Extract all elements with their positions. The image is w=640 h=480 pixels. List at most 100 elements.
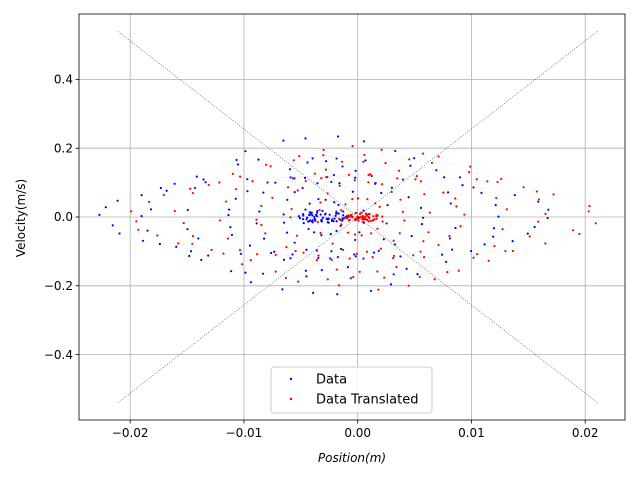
point-data <box>341 219 344 222</box>
legend-box <box>270 366 433 414</box>
point-data-translated <box>274 270 277 273</box>
point-data-translated <box>371 256 374 259</box>
point-data-translated <box>265 163 268 166</box>
point-data-translated <box>319 201 322 204</box>
point-data-translated <box>340 209 343 212</box>
point-data <box>380 191 383 195</box>
point-data-translated <box>486 180 489 183</box>
point-data <box>341 217 344 220</box>
point-data <box>451 248 454 251</box>
y-tick-label: −0.4 <box>44 348 73 362</box>
point-data-translated <box>594 222 597 225</box>
point-data <box>533 225 536 229</box>
point-data-translated <box>235 188 238 191</box>
point-data <box>385 222 388 225</box>
point-data-translated <box>340 160 344 163</box>
point-data <box>186 228 189 231</box>
point-data <box>494 203 497 207</box>
point-data-translated <box>260 223 263 227</box>
x-tick-label: −0.02 <box>112 426 149 440</box>
point-data <box>234 197 237 200</box>
point-data <box>358 231 361 234</box>
point-data-translated <box>137 228 140 231</box>
data-points <box>98 135 597 296</box>
point-data <box>262 237 266 240</box>
point-data-translated <box>320 177 323 180</box>
point-data-translated <box>313 172 317 175</box>
point-data-translated <box>437 155 440 158</box>
point-data <box>200 258 203 261</box>
point-data <box>291 253 294 256</box>
point-data <box>293 241 296 244</box>
point-data <box>335 220 338 223</box>
point-data-translated <box>403 219 406 222</box>
point-data <box>472 186 475 189</box>
point-data-translated <box>428 211 431 214</box>
point-data <box>419 206 423 209</box>
point-data <box>320 218 323 221</box>
point-data <box>337 203 340 207</box>
point-data <box>362 257 365 260</box>
point-data <box>377 249 380 252</box>
point-data-translated <box>487 259 490 262</box>
point-data-translated <box>241 263 244 266</box>
point-data-translated <box>381 215 384 218</box>
point-data-translated <box>344 203 347 206</box>
point-data-translated <box>293 177 296 180</box>
point-data-translated <box>367 181 370 184</box>
point-data-translated <box>189 187 192 190</box>
point-data <box>149 208 153 211</box>
point-data <box>304 137 307 140</box>
point-data <box>336 293 339 296</box>
point-data-translated <box>383 276 386 279</box>
point-data-translated <box>325 176 328 179</box>
point-data-translated <box>316 221 319 224</box>
point-data <box>258 210 261 213</box>
point-data-translated <box>264 232 267 235</box>
point-data-translated <box>476 253 479 256</box>
point-data-translated <box>504 250 507 253</box>
point-data-translated <box>369 219 372 223</box>
point-data <box>281 288 284 291</box>
point-data <box>333 217 336 220</box>
point-data-translated <box>351 215 354 218</box>
point-data-translated <box>446 270 449 274</box>
point-data-translated <box>322 154 325 157</box>
point-data-translated <box>239 175 242 178</box>
point-data-translated <box>218 219 222 222</box>
point-data <box>165 189 168 192</box>
point-data <box>329 232 332 236</box>
point-data-translated <box>365 250 369 253</box>
point-data-translated <box>292 159 295 162</box>
point-data <box>526 232 529 235</box>
point-data <box>140 194 143 197</box>
orbit-outline-data <box>189 138 458 296</box>
y-tick-label: 0.4 <box>54 73 73 87</box>
point-data <box>324 198 327 201</box>
point-data-translated <box>399 198 402 201</box>
point-data <box>443 176 446 179</box>
point-data-translated <box>587 210 590 213</box>
point-data <box>325 160 328 163</box>
point-data <box>448 237 452 240</box>
point-data-translated <box>326 192 329 195</box>
point-data-translated <box>249 258 252 262</box>
orbit-outline-data-translated <box>317 180 405 254</box>
point-data <box>305 275 308 278</box>
point-data-translated <box>552 193 555 196</box>
point-data <box>262 191 265 194</box>
point-data-translated <box>352 275 355 279</box>
point-data-translated <box>356 197 359 200</box>
point-data <box>390 186 393 189</box>
point-data <box>409 164 412 167</box>
point-data-translated <box>362 160 365 163</box>
point-data <box>328 213 331 216</box>
point-data <box>305 218 308 221</box>
point-data-translated <box>472 256 475 259</box>
point-data <box>249 281 253 284</box>
point-data-translated <box>304 179 307 183</box>
point-data <box>449 202 452 205</box>
point-data <box>244 150 247 153</box>
point-data-translated <box>331 242 334 245</box>
point-data <box>248 244 252 247</box>
